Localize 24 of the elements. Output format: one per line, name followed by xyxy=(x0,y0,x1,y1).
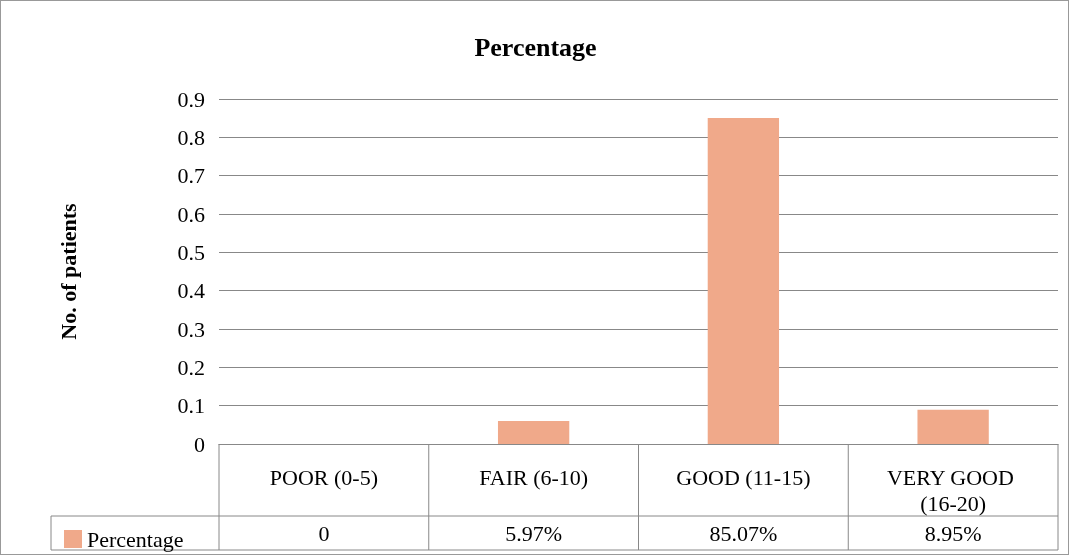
data-label: 0 xyxy=(318,520,330,546)
y-tick-label: 0.5 xyxy=(177,239,205,265)
y-tick-label: 0.4 xyxy=(177,278,205,304)
y-tick-label: 0.2 xyxy=(177,354,205,380)
y-tick-label: 0.8 xyxy=(177,124,205,150)
bar xyxy=(917,409,989,444)
y-tick-label: 0.9 xyxy=(177,86,205,112)
chart-title: Percentage xyxy=(474,32,597,62)
y-tick-label: 0.1 xyxy=(177,393,205,419)
x-tick-label: FAIR (6-10) xyxy=(479,464,589,490)
x-tick-label: POOR (0-5) xyxy=(269,464,378,490)
data-label: 85.07% xyxy=(709,520,778,546)
data-label: 5.97% xyxy=(505,520,563,546)
y-axis-title: No. of patients xyxy=(55,202,81,340)
y-tick-label: 0.7 xyxy=(177,163,205,189)
x-tick-label: GOOD (11-15) xyxy=(676,464,811,490)
x-tick-label: VERY GOOD (16-20) xyxy=(886,464,1020,516)
data-label: 8.95% xyxy=(924,520,982,546)
bar xyxy=(497,421,570,444)
bar xyxy=(707,117,780,444)
legend-label: Percentage xyxy=(87,526,184,552)
y-tick-label: 0.6 xyxy=(177,201,205,227)
y-tick-label: 0 xyxy=(194,431,205,457)
y-tick-label: 0.3 xyxy=(177,316,205,342)
